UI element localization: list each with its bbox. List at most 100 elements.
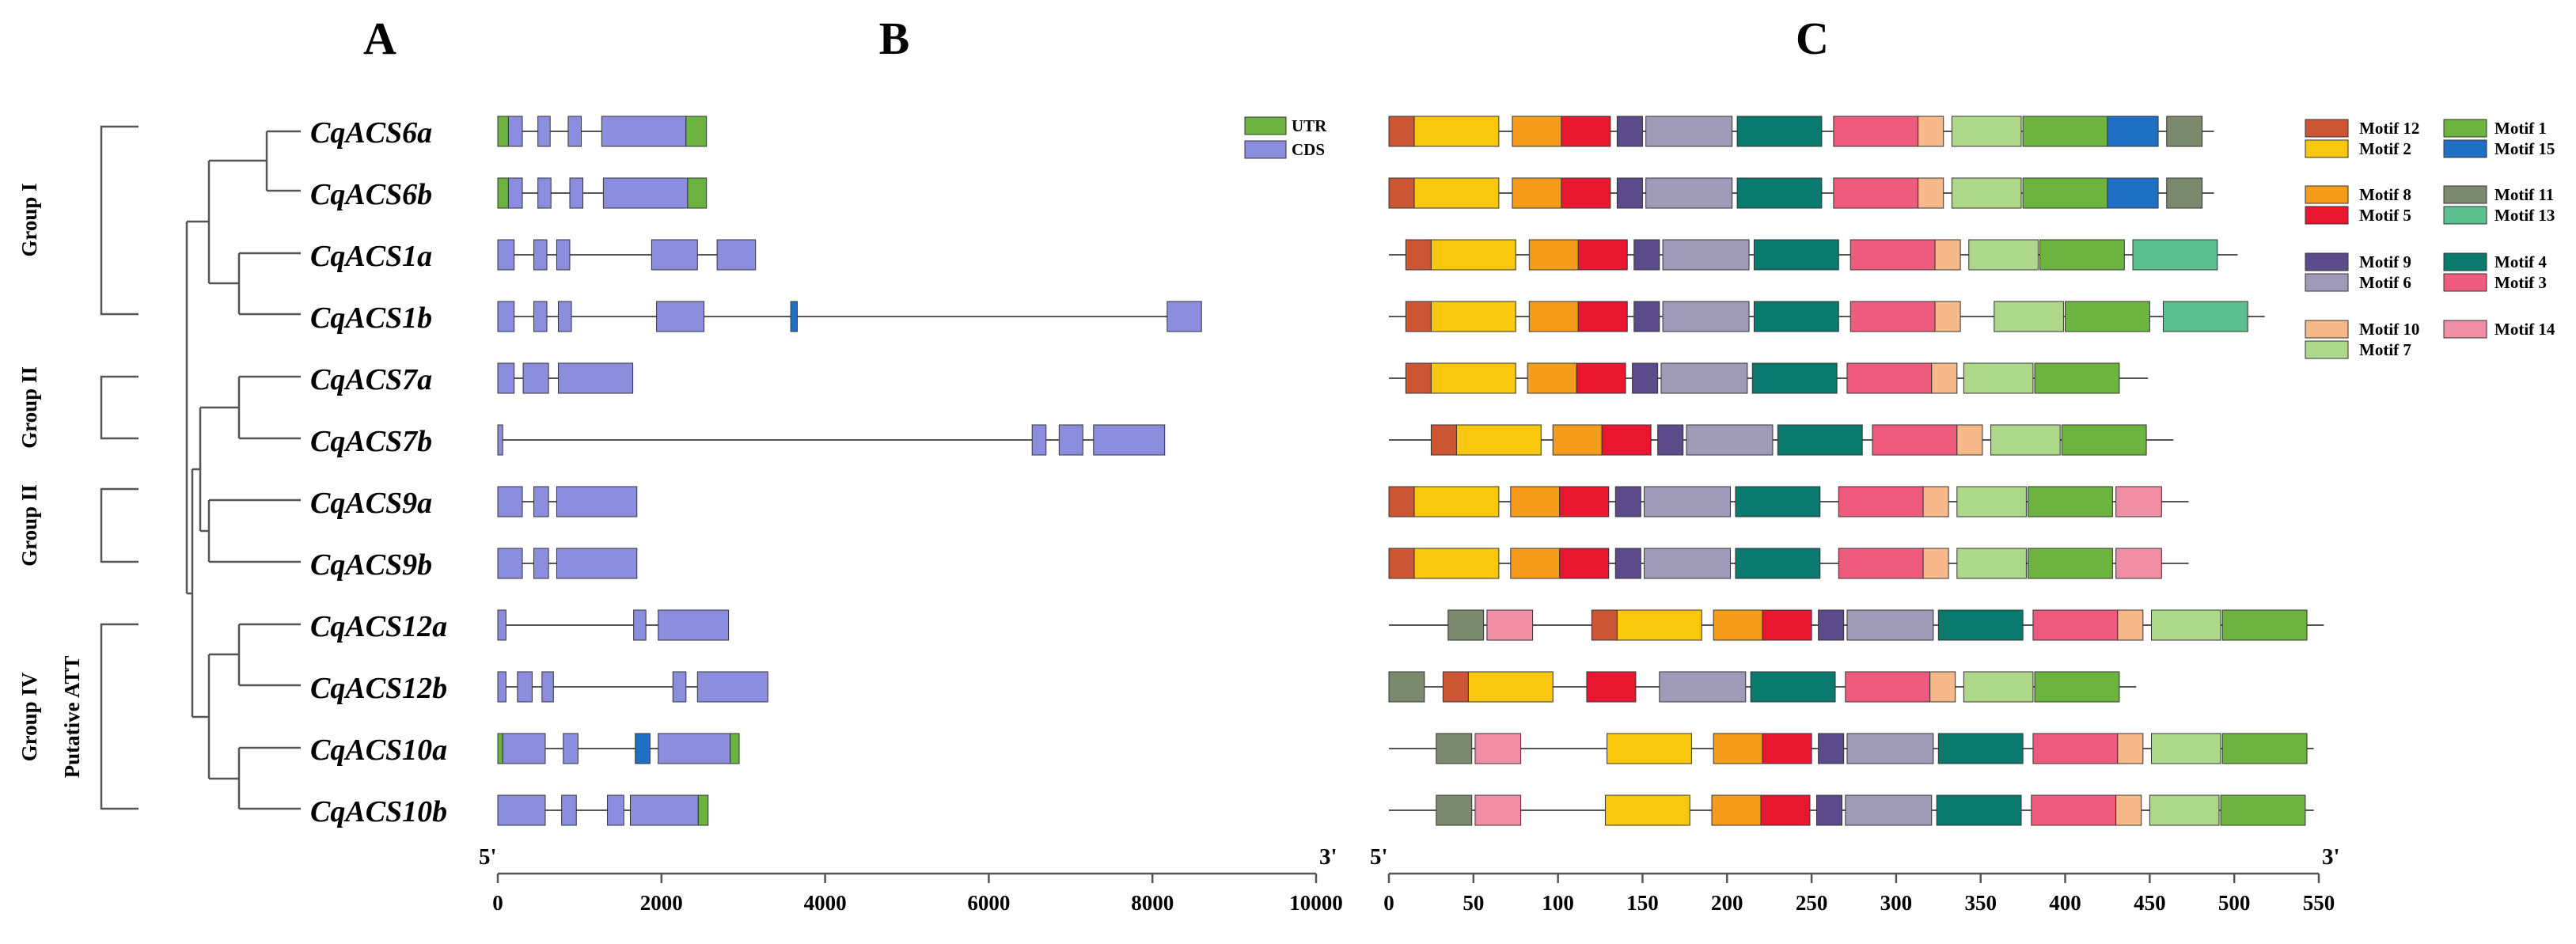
- motif-10-box: [2115, 794, 2142, 826]
- utr-box: [497, 116, 509, 147]
- axis-tick-label: 0: [1383, 891, 1394, 915]
- gene-label: CqACS1a: [310, 240, 432, 273]
- motif-10-box: [1956, 424, 1983, 456]
- axis-tick-label: 450: [2134, 891, 2166, 915]
- motif-4-box: [1736, 116, 1823, 147]
- motif-3-box: [1838, 486, 1924, 517]
- motif-4-box: [1937, 609, 2024, 641]
- motif-12-box: [1405, 239, 1432, 271]
- motif-1-box: [2028, 486, 2113, 517]
- motif-1-box: [2022, 177, 2108, 209]
- motif-12-box: [1591, 609, 1618, 641]
- cds-box: [533, 548, 549, 579]
- gene-label: CqACS12b: [310, 672, 447, 705]
- motif-3-box: [1849, 239, 1936, 271]
- axis-start-label: 5': [1370, 844, 1388, 870]
- motif-14-box: [1474, 794, 1522, 826]
- motif-3-box: [1846, 362, 1933, 394]
- legend-label: CDS: [1292, 140, 1325, 159]
- panel-label-a: A: [363, 13, 396, 64]
- gene-label: CqACS12a: [310, 610, 447, 643]
- motif-12-box: [1430, 424, 1457, 456]
- motif-11-box: [2166, 116, 2203, 147]
- legend-swatch: [2305, 273, 2349, 292]
- cds-box: [601, 116, 687, 147]
- motif-1-box: [2220, 794, 2306, 826]
- cds-box: [533, 239, 548, 271]
- cds-box: [507, 177, 523, 209]
- legend-label: Motif 11: [2494, 185, 2554, 204]
- motif-8-box: [1510, 486, 1561, 517]
- cds-box: [497, 301, 515, 332]
- motif-12-box: [1388, 116, 1415, 147]
- motif-7-box: [1956, 548, 2027, 579]
- group-sublabel: Putative ATT: [60, 656, 84, 779]
- motif-14-box: [2115, 486, 2162, 517]
- axis-tick-label: 0: [492, 891, 503, 915]
- motif-1-box: [2034, 671, 2120, 703]
- motif-5-box: [1576, 362, 1626, 394]
- motif-axis: 0 50 100 150 200 250 300 350 400 450 500 550 5' 3': [1370, 844, 2340, 915]
- motif-4-box: [1751, 362, 1838, 394]
- gene-label: CqACS7a: [310, 363, 432, 396]
- motif-2-box: [1430, 239, 1516, 271]
- gene-label: CqACS6a: [310, 116, 432, 150]
- cds-box: [658, 733, 731, 764]
- axis-tick-label: 8000: [1131, 891, 1174, 915]
- motif-3-box: [1849, 301, 1936, 332]
- utr-box: [730, 733, 740, 764]
- motif-8-box: [1528, 239, 1579, 271]
- motif-9-box: [1614, 486, 1641, 517]
- group-label: Group IV: [17, 672, 41, 761]
- motif-11-box: [2166, 177, 2203, 209]
- motif-9-box: [1614, 548, 1641, 579]
- gene-labels: CqACS6a CqACS6b CqACS1a CqACS1b CqACS7a …: [310, 116, 447, 828]
- motif-5-box: [1577, 239, 1628, 271]
- cds-box: [541, 671, 554, 703]
- motif-7-box: [1951, 116, 2022, 147]
- cds-box: [563, 733, 579, 764]
- motif-1-box: [2065, 301, 2150, 332]
- legend-label: Motif 6: [2359, 273, 2411, 292]
- cds-box: [558, 301, 572, 332]
- motif-8-box: [1713, 733, 1763, 764]
- motif-3-box: [1833, 177, 1919, 209]
- legend-label: Motif 8: [2359, 185, 2411, 204]
- cds-box: [556, 486, 638, 517]
- legend-label: Motif 2: [2359, 139, 2411, 158]
- cds-box: [656, 301, 705, 332]
- motif-8-box: [1528, 301, 1579, 332]
- axis-tick-label: 6000: [967, 891, 1010, 915]
- motif-12-box: [1388, 177, 1415, 209]
- gene-structure-legend: UTR CDS: [1244, 116, 1327, 159]
- motif-6-box: [1662, 239, 1750, 271]
- motif-7-box: [1956, 486, 2027, 517]
- axis-tick-label: 50: [1463, 891, 1484, 915]
- cds-box: [533, 301, 548, 332]
- motif-4-box: [1937, 733, 2024, 764]
- motif-7-box: [1968, 239, 2039, 271]
- legend-label: UTR: [1292, 116, 1327, 135]
- group-label: Group II: [17, 484, 41, 567]
- legend-label: Motif 3: [2494, 273, 2547, 292]
- motif-7-box: [2151, 609, 2221, 641]
- cds-box: [522, 362, 549, 394]
- motif-10-box: [1934, 301, 1961, 332]
- cds-box: [497, 548, 523, 579]
- cds-box: [497, 239, 515, 271]
- motif-2-box: [1413, 177, 1500, 209]
- motif-7-box: [1990, 424, 2061, 456]
- group-bracket: [100, 487, 138, 563]
- axis-tick-label: 4000: [804, 891, 847, 915]
- legend-swatch: [2443, 252, 2487, 271]
- legend-label: Motif 13: [2494, 206, 2555, 225]
- motif-3-box: [1845, 671, 1931, 703]
- cds-box: [497, 424, 503, 456]
- motif-5-box: [1559, 548, 1610, 579]
- cds-box: [537, 177, 552, 209]
- motif-5-box: [1586, 671, 1637, 703]
- utr-box: [497, 177, 509, 209]
- motif-14-box: [1486, 609, 1534, 641]
- motif-11-box: [1447, 609, 1485, 641]
- cds-box: [517, 671, 533, 703]
